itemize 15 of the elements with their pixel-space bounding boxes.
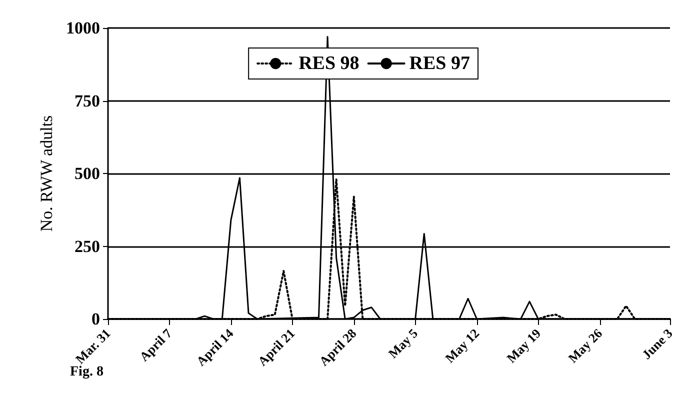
x-tick-label: May 26 [565, 325, 606, 366]
x-tick-label: June 3 [638, 325, 676, 362]
caption: Fig. 8 [70, 364, 104, 380]
legend-label: RES 97 [409, 53, 470, 74]
x-tick-label: May 19 [504, 325, 544, 366]
y-tick-label: 1000 [66, 18, 100, 38]
x-tick-label: May 12 [442, 326, 482, 366]
y-tick-label: 500 [74, 164, 100, 183]
y-tick-label: 250 [74, 236, 100, 256]
x-tick-label: Mar. 31 [72, 326, 114, 367]
y-axis-title: No. RWW adults [37, 115, 56, 232]
legend-label: RES 98 [298, 53, 360, 74]
x-tick-label: May 5 [385, 325, 421, 362]
y-tick-label: 0 [92, 310, 100, 328]
y-tick-label: 750 [74, 91, 100, 110]
